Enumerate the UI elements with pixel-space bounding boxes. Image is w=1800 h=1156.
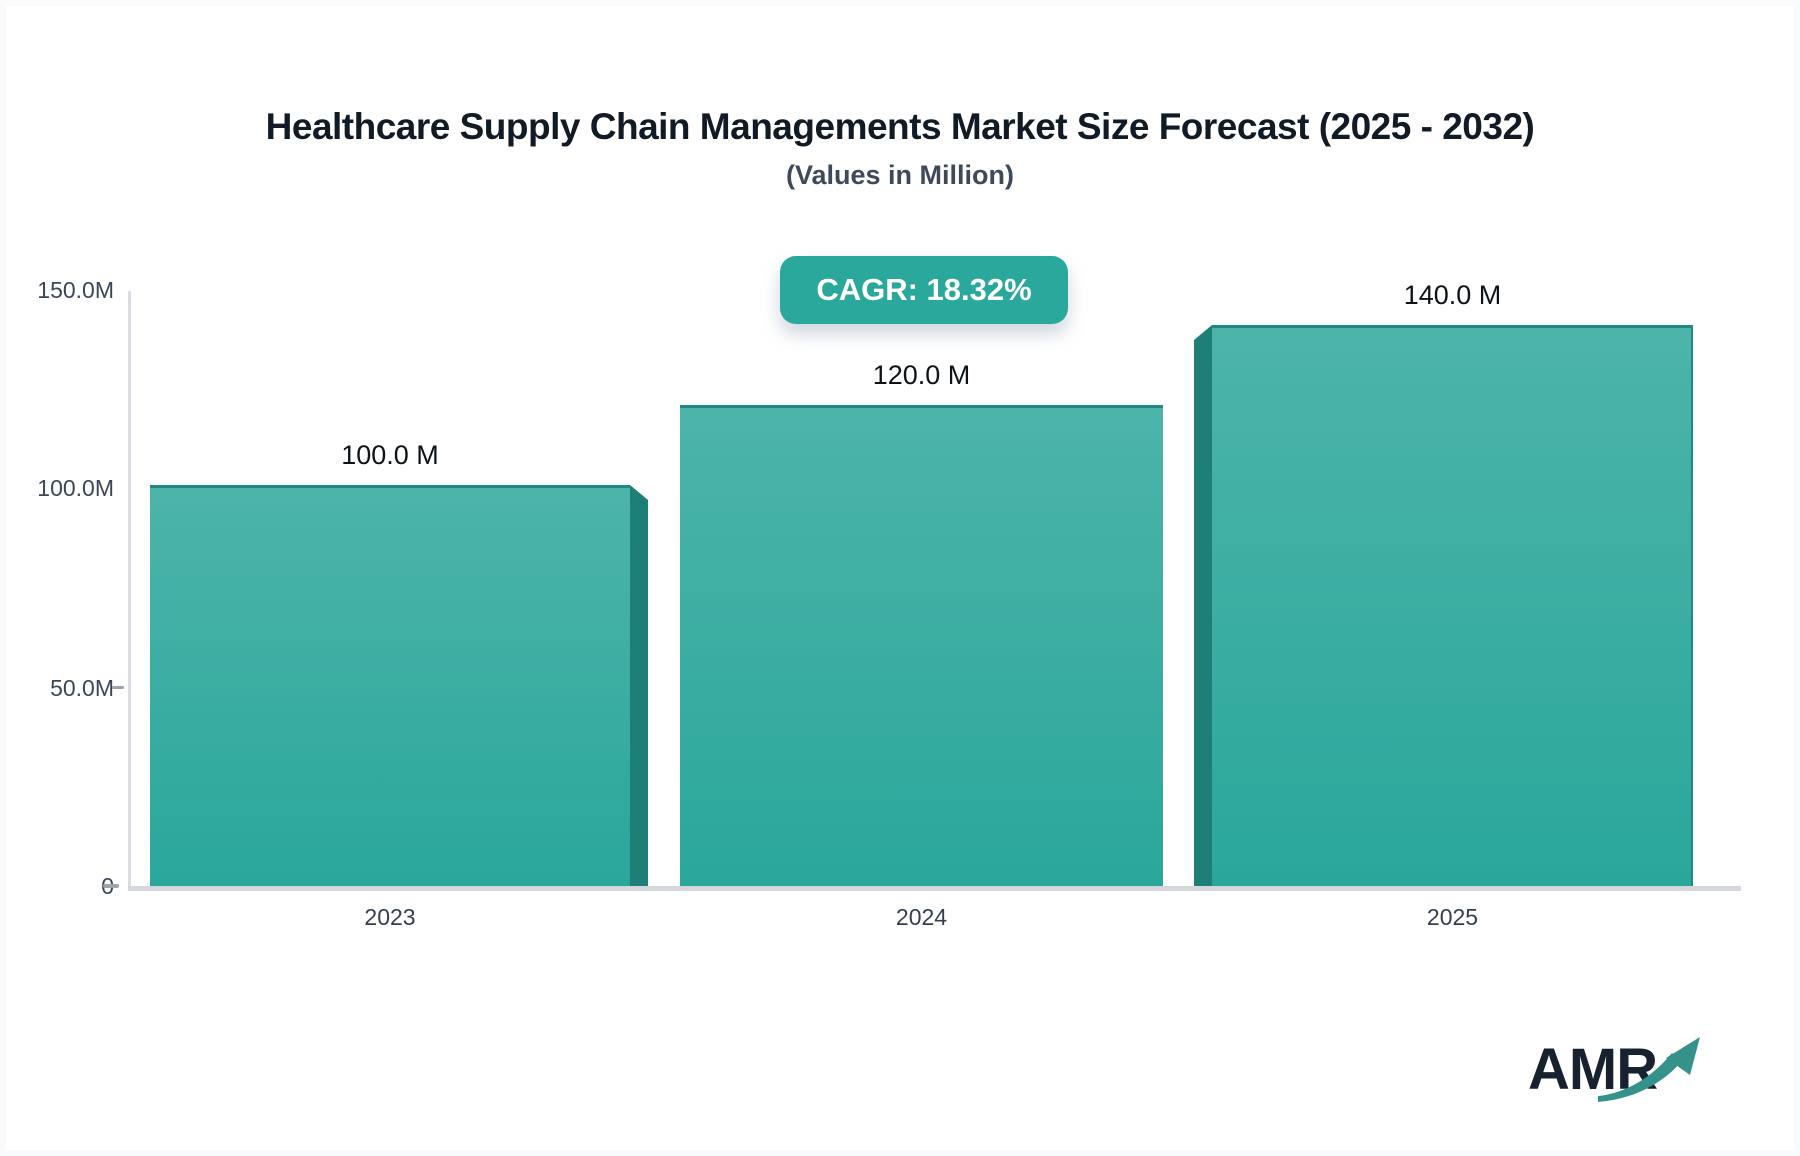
y-axis-label-100: 100.0M xyxy=(37,475,114,501)
bar-value-label-2023: 100.0 M xyxy=(341,440,439,470)
amr-logo-arrow-icon xyxy=(1598,1037,1700,1102)
bar-2024 xyxy=(680,405,1163,886)
x-axis-label-2024: 2024 xyxy=(895,904,948,930)
y-axis-label-150: 150.0M xyxy=(37,277,114,303)
y-axis-tick-0 xyxy=(103,884,119,888)
y-axis-label-50: 50.0M xyxy=(50,675,114,701)
chart-subtitle: (Values in Million) xyxy=(785,160,1015,190)
bar-2023 xyxy=(150,485,630,886)
chart-title: Healthcare Supply Chain Managements Mark… xyxy=(265,106,1535,147)
bar-2023-side-shadow xyxy=(630,485,648,886)
cagr-badge: CAGR: 18.32% xyxy=(780,256,1068,324)
x-axis-label-2023: 2023 xyxy=(364,904,416,930)
x-axis-label-2025: 2025 xyxy=(1426,904,1479,930)
y-axis-tick-50 xyxy=(112,686,124,689)
y-axis-label-0: 0 xyxy=(0,872,114,900)
bar-2025-side-shadow xyxy=(1194,325,1212,886)
y-axis-line xyxy=(128,291,131,886)
chart-card: Healthcare Supply Chain Managements Mark… xyxy=(6,6,1794,1150)
bar-2025 xyxy=(1212,325,1693,886)
bar-value-label-2025: 140.0 M xyxy=(1403,280,1502,310)
bar-value-label-2024: 120.0 M xyxy=(872,360,971,390)
x-axis-line xyxy=(128,886,1741,891)
